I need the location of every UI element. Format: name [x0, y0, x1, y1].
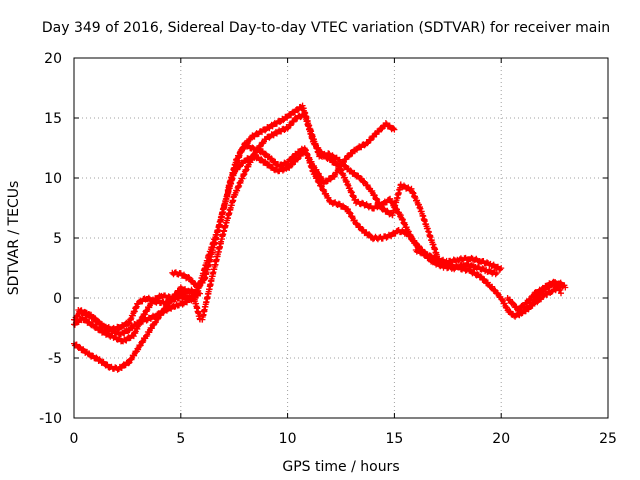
series-track-4 — [75, 292, 197, 333]
x-tick-label: 20 — [492, 431, 510, 447]
axis-ticks: 0 5 10 15 20 25 -10 -5 0 5 10 15 20 — [39, 51, 617, 447]
y-tick-label: 0 — [53, 291, 62, 307]
x-tick-label: 0 — [70, 431, 79, 447]
y-tick-label: 20 — [44, 51, 62, 67]
y-axis-label: SDTVAR / TECUs — [6, 181, 22, 296]
y-tick-label: 5 — [53, 231, 62, 247]
x-tick-label: 25 — [599, 431, 617, 447]
data-points — [71, 102, 569, 373]
x-tick-label: 5 — [176, 431, 185, 447]
series-track-7 — [199, 111, 500, 323]
series-markers — [515, 278, 564, 313]
series-markers — [75, 292, 197, 333]
series-track-11 — [515, 278, 564, 313]
chart-title: Day 349 of 2016, Sidereal Day-to-day VTE… — [42, 20, 610, 36]
y-tick-label: -10 — [39, 411, 62, 427]
x-tick-label: 10 — [279, 431, 297, 447]
x-axis-label: GPS time / hours — [282, 459, 399, 475]
y-tick-label: -5 — [48, 351, 62, 367]
y-tick-label: 15 — [44, 111, 62, 127]
plot-frame — [73, 57, 609, 419]
x-tick-label: 15 — [385, 431, 403, 447]
series-markers — [199, 111, 500, 323]
y-tick-label: 10 — [44, 171, 62, 187]
